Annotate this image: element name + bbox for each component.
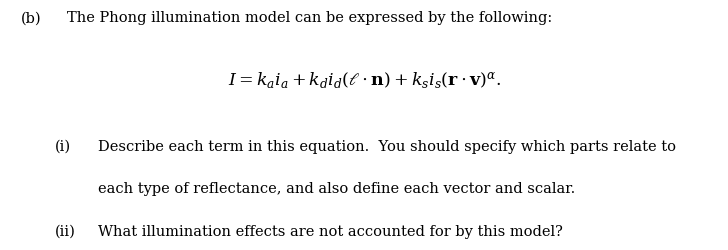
Text: each type of reflectance, and also define each vector and scalar.: each type of reflectance, and also defin… xyxy=(98,182,576,196)
Text: (b): (b) xyxy=(20,11,41,25)
Text: (ii): (ii) xyxy=(55,225,76,239)
Text: Describe each term in this equation.  You should specify which parts relate to: Describe each term in this equation. You… xyxy=(98,140,676,154)
Text: (i): (i) xyxy=(55,140,71,154)
Text: The Phong illumination model can be expressed by the following:: The Phong illumination model can be expr… xyxy=(67,11,553,25)
Text: What illumination effects are not accounted for by this model?: What illumination effects are not accoun… xyxy=(98,225,563,239)
Text: $I = k_a i_a + k_d i_d (\ell \cdot \mathbf{n}) + k_s i_s (\mathbf{r} \cdot \math: $I = k_a i_a + k_d i_d (\ell \cdot \math… xyxy=(228,70,500,90)
